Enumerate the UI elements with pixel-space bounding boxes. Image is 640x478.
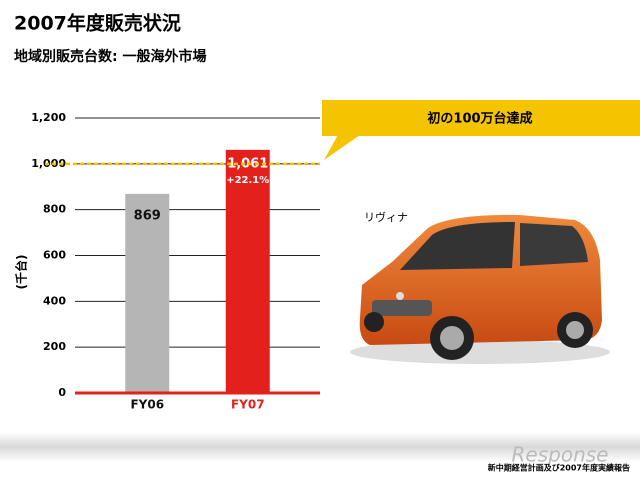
y-tick-label: 600: [43, 249, 66, 262]
callout-text: 初の100万台達成: [427, 111, 532, 127]
growth-label: +22.1%: [226, 175, 269, 186]
callout-pointer: [324, 135, 360, 160]
footer-band: [0, 432, 640, 462]
bar: [225, 149, 270, 393]
y-tick-label: 400: [43, 294, 66, 307]
title: 2007年度販売状況: [14, 12, 181, 35]
value-label: 1,061: [227, 156, 268, 171]
callout-box: [322, 100, 640, 136]
y-tick-label: 1,200: [31, 111, 66, 124]
footer: 新中期経営計画及び2007年度実績報告: [488, 463, 630, 473]
y-tick-label: 0: [58, 386, 66, 399]
x-tick-label: FY07: [231, 398, 265, 412]
subtitle: 地域別販売台数: 一般海外市場: [14, 48, 206, 65]
y-axis-label: (千台): [14, 255, 29, 290]
y-tick-label: 800: [43, 203, 66, 216]
watermark: Response: [512, 443, 609, 467]
value-label: 869: [134, 208, 161, 223]
callout: 初の100万台達成: [322, 100, 640, 160]
x-tick-label: FY06: [130, 398, 164, 412]
bar: [125, 193, 170, 393]
car-illustration: [350, 214, 610, 364]
y-tick-label: 200: [43, 340, 66, 353]
car-label: リヴィナ: [364, 210, 408, 224]
